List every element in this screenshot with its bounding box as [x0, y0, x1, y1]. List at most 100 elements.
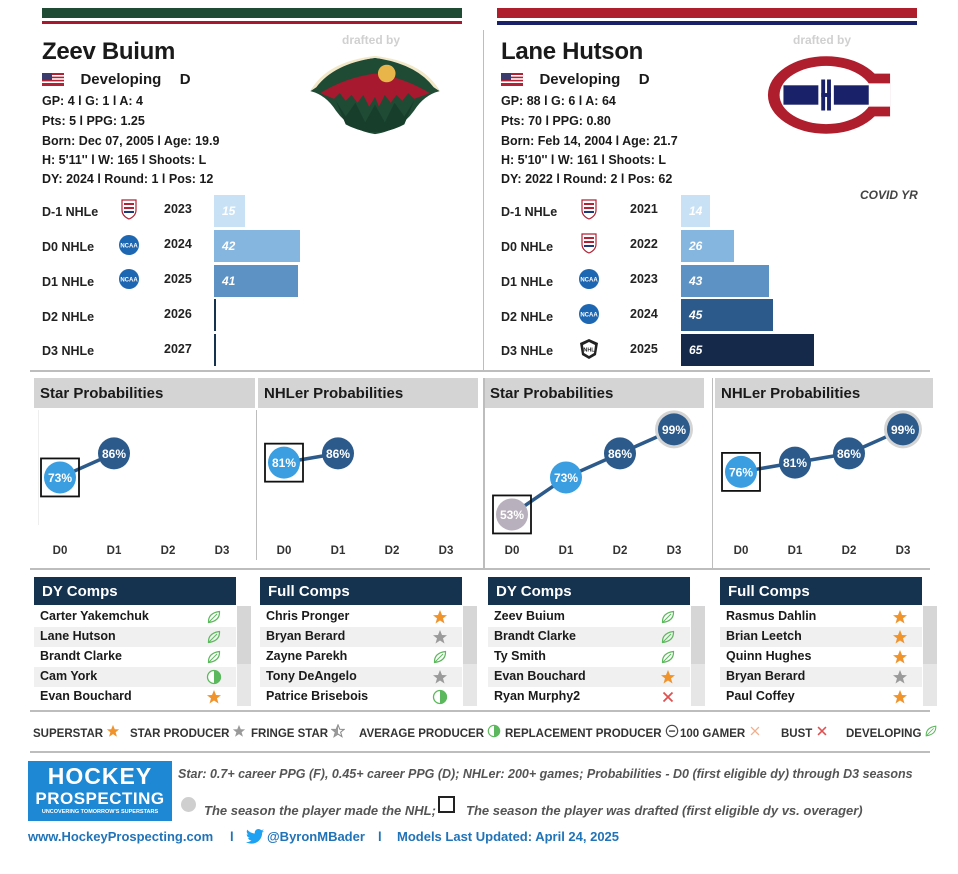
right-team-stripe — [497, 8, 917, 26]
prob-line — [511, 427, 675, 516]
comp-player-name: Evan Bouchard — [40, 689, 132, 703]
separator: l — [230, 829, 234, 844]
comps-scrollbar[interactable] — [463, 606, 477, 706]
fringe-icon — [330, 723, 346, 741]
average-icon — [487, 724, 501, 741]
developing-icon — [206, 629, 222, 645]
definitions-text: Star: 0.7+ career PPG (F), 0.45+ career … — [178, 767, 913, 781]
status-line: Developing D — [501, 71, 650, 89]
prob-point — [779, 446, 811, 479]
nhle-bar: 43 — [681, 264, 769, 297]
separator: l — [378, 829, 382, 844]
star-prob-chart: 53% 73% 86% 99% D0 D1 D2 D3 — [492, 410, 693, 557]
drafted-box — [264, 442, 304, 483]
nhl-icon: NHL — [580, 339, 598, 359]
nhle-row-label: D-1 NHLe — [501, 205, 558, 219]
nhle-year: 2023 — [630, 272, 658, 286]
comp-player-name: Zayne Parekh — [266, 649, 348, 663]
developing-icon — [206, 649, 222, 665]
comps-scrollbar[interactable] — [923, 606, 937, 706]
prob-point — [833, 437, 865, 470]
legend-item: SUPERSTAR — [33, 724, 120, 741]
prob-point — [322, 437, 354, 470]
comp-row: Chris Pronger — [260, 607, 462, 627]
nhle-bar-label: 15 — [222, 204, 236, 218]
twitter-handle[interactable]: @ByronMBader — [267, 829, 365, 844]
website-link[interactable]: www.HockeyProspecting.com — [28, 829, 214, 844]
prob-point-label: 53% — [500, 508, 524, 522]
nhle-row-label: D3 NHLe — [501, 344, 554, 358]
nhle-bars: 14 26 43 45 65 — [681, 195, 891, 370]
comp-player-name: Paul Coffey — [726, 689, 795, 703]
comps-scrollbar[interactable] — [237, 606, 251, 706]
x-tick-label: D0 — [505, 545, 520, 557]
nhle-bar-label: 45 — [689, 308, 703, 323]
comp-row: Quinn Hughes — [720, 647, 922, 667]
ncaa-icon: NCAA — [119, 269, 139, 289]
hockey-prospecting-logo: HOCKEY PROSPECTING UNCOVERING TOMORROW'S… — [28, 761, 172, 821]
nhle-row-label: D1 NHLe — [501, 275, 554, 289]
stats-line-1: GP: 4 l G: 1 l A: 4 — [42, 94, 143, 108]
nhl-season-text: The season the player made the NHL; — [204, 803, 436, 818]
ncaa-icon: NCAA — [579, 304, 599, 324]
logo-line-1: HOCKEY — [47, 763, 153, 789]
scrollbar-thumb[interactable] — [691, 606, 705, 664]
usntdp-icon — [581, 199, 597, 220]
svg-text:NCAA: NCAA — [580, 278, 598, 284]
logo-tagline: UNCOVERING TOMORROW'S SUPERSTARS — [41, 809, 159, 815]
scrollbar-thumb[interactable] — [923, 606, 937, 664]
prob-point-label: 86% — [608, 447, 632, 461]
usntdp-icon — [121, 199, 137, 220]
comp-player-name: Carter Yakemchuk — [40, 609, 149, 623]
x-tick-label: D1 — [559, 545, 574, 557]
section-divider — [30, 710, 930, 712]
nhler-prob-chart: 76% 81% 86% 99% D0 D1 D2 D3 — [721, 410, 922, 557]
legend-item: BUST — [781, 726, 829, 741]
nhle-year: 2022 — [630, 237, 658, 251]
comp-player-name: Chris Pronger — [266, 609, 350, 623]
born-line: Born: Feb 14, 2004 l Age: 21.7 — [501, 134, 678, 148]
comp-row: Carter Yakemchuk — [34, 607, 236, 627]
draft-line: DY: 2024 l Round: 1 l Pos: 12 — [42, 172, 214, 186]
legend-item: 100 GAMER — [680, 726, 762, 741]
comps-header: DY Comps — [488, 577, 690, 605]
x-tick-label: D1 — [107, 545, 122, 557]
nhle-row-label: D3 NHLe — [42, 344, 95, 358]
comp-player-name: Zeev Buium — [494, 609, 565, 623]
comp-row: Evan Bouchard — [34, 687, 236, 707]
superstar-icon — [432, 609, 448, 625]
comp-row: Brandt Clarke — [34, 647, 236, 667]
prob-point — [658, 413, 690, 446]
prob-point-label: 76% — [729, 465, 753, 479]
legend-item: DEVELOPING — [846, 725, 938, 741]
legend-label: REPLACEMENT PRODUCER — [505, 728, 662, 741]
drafted-box — [40, 457, 80, 498]
born-line: Born: Dec 07, 2005 l Age: 19.9 — [42, 134, 220, 148]
scrollbar-thumb[interactable] — [237, 606, 251, 664]
comp-player-name: Bryan Berard — [266, 629, 346, 643]
comp-player-name: Patrice Brisebois — [266, 689, 369, 703]
drafted-by-label: drafted by — [342, 33, 401, 47]
superstar-icon — [106, 724, 120, 741]
superstar-icon — [892, 629, 908, 645]
usntdp-icon — [581, 233, 597, 254]
scrollbar-thumb[interactable] — [463, 606, 477, 664]
prob-point-label: 86% — [837, 447, 861, 461]
drafted-box — [492, 494, 532, 535]
comp-row: Evan Bouchard — [488, 667, 690, 687]
legend-divider — [30, 751, 930, 753]
nhle-bar: 26 — [681, 229, 735, 262]
comps-scrollbar[interactable] — [691, 606, 705, 706]
comps-header: Full Comps — [260, 577, 462, 605]
legend-label: AVERAGE PRODUCER — [359, 728, 485, 741]
section-divider — [30, 370, 930, 372]
nhle-row-label: D2 NHLe — [42, 310, 95, 324]
panel-header: NHLer Probabilities — [258, 378, 478, 408]
comp-row: Ryan Murphy2 — [488, 687, 690, 707]
drafted-by-label: drafted by — [793, 33, 852, 47]
legend-label: SUPERSTAR — [33, 728, 104, 741]
comp-player-name: Ryan Murphy2 — [494, 689, 581, 703]
x-tick-label: D3 — [667, 545, 682, 557]
prob-point — [98, 437, 130, 470]
drafted-season-marker-icon — [438, 796, 455, 813]
